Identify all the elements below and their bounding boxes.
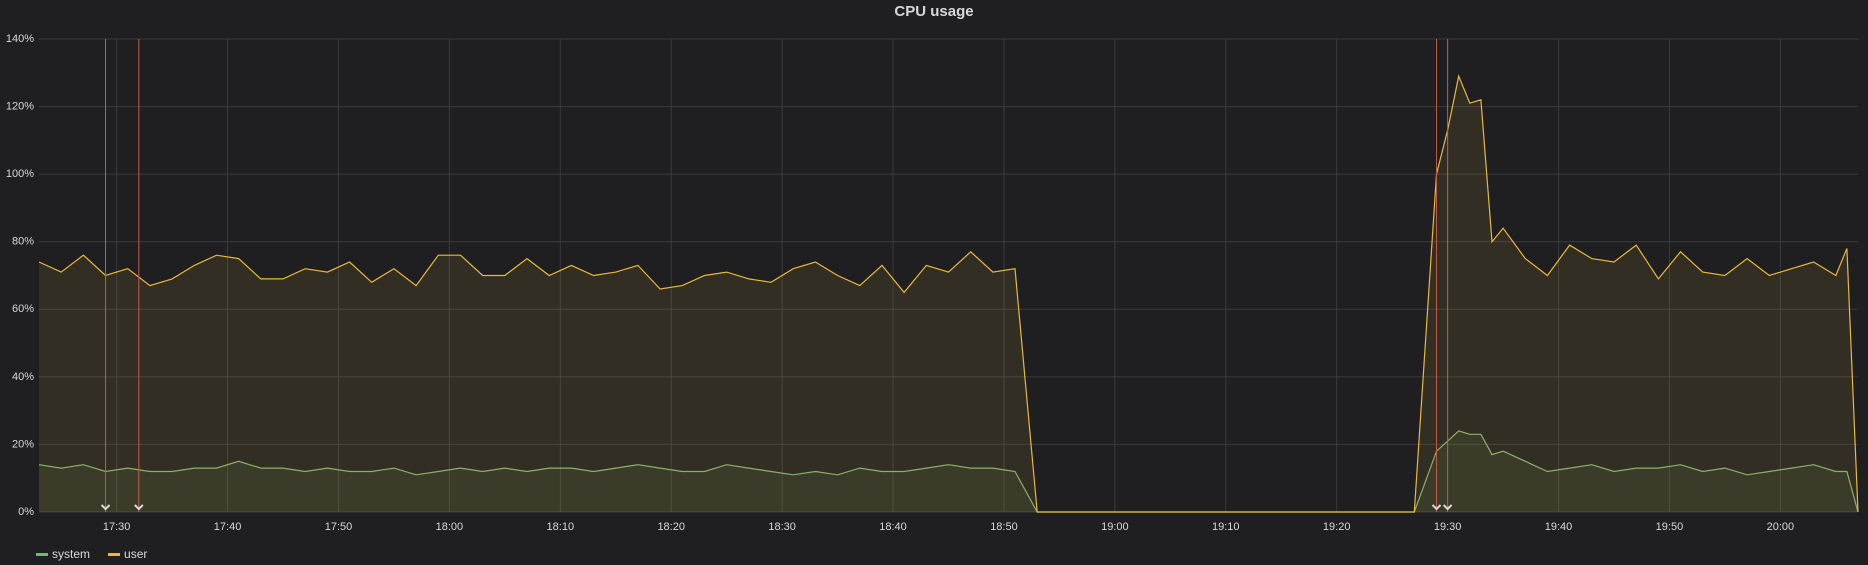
y-tick-label: 60% (12, 303, 34, 315)
annotation-marker (1442, 504, 1453, 511)
x-tick-label: 19:10 (1212, 521, 1240, 533)
y-tick-label: 100% (6, 168, 34, 180)
x-tick-label: 19:20 (1323, 521, 1351, 533)
x-tick-label: 18:00 (436, 521, 464, 533)
y-tick-label: 120% (6, 100, 34, 112)
series-area (39, 430, 1858, 512)
y-tick-label: 0% (18, 506, 34, 518)
x-tick-label: 19:50 (1656, 521, 1684, 533)
legend-swatch (108, 553, 121, 556)
annotation-marker (100, 504, 111, 511)
y-tick-label: 20% (12, 438, 34, 450)
x-tick-label: 17:40 (214, 521, 242, 533)
series-line (38, 430, 1859, 513)
x-tick-label: 18:50 (990, 521, 1018, 533)
chart-title: CPU usage (894, 3, 973, 20)
annotation-marker (1431, 504, 1442, 511)
y-tick-label: 40% (12, 371, 34, 383)
legend-label: user (124, 547, 147, 561)
x-tick-label: 18:40 (879, 521, 907, 533)
legend-swatch (36, 553, 48, 556)
x-tick-label: 17:50 (325, 521, 353, 533)
x-tick-label: 17:30 (103, 521, 131, 533)
y-tick-label: 140% (6, 33, 34, 45)
x-tick-label: 20:00 (1767, 521, 1795, 533)
x-tick-label: 19:40 (1545, 521, 1573, 533)
x-tick-label: 19:30 (1434, 521, 1462, 533)
series-line (38, 74, 1859, 513)
legend-label: system (52, 547, 90, 561)
y-tick-label: 80% (12, 236, 34, 248)
x-tick-label: 19:00 (1101, 521, 1129, 533)
series-area (39, 76, 1858, 512)
annotation-marker (134, 504, 144, 511)
x-tick-label: 18:20 (657, 521, 685, 533)
x-tick-label: 18:10 (547, 521, 575, 533)
x-tick-label: 18:30 (768, 521, 796, 533)
